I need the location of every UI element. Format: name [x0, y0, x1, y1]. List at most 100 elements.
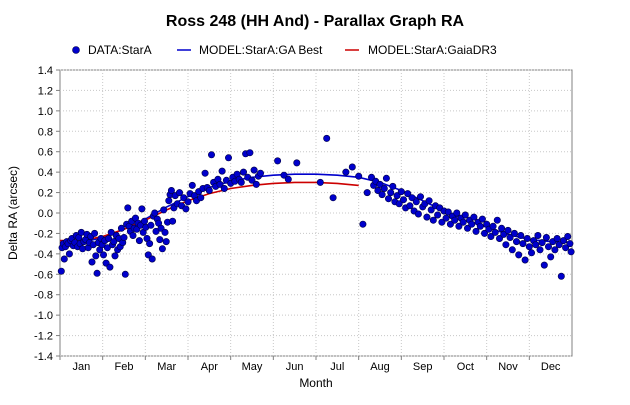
data-point	[240, 168, 248, 176]
data-point	[111, 252, 119, 260]
data-point	[237, 178, 245, 186]
data-point	[564, 233, 572, 241]
data-point	[165, 197, 173, 205]
data-point	[547, 253, 555, 261]
data-point	[208, 151, 216, 159]
data-point	[519, 240, 527, 248]
data-point	[252, 180, 260, 188]
x-axis-ticks: Jan Feb Mar Apr May Jun Jul Aug Sep Oct Nov Dec	[59, 356, 561, 373]
data-point	[148, 255, 156, 263]
legend: DATA:StarA MODEL:StarA:GA Best MODEL:Sta…	[72, 43, 497, 57]
data-point	[152, 227, 160, 235]
data-point	[188, 181, 196, 189]
data-point	[459, 218, 467, 226]
data-point	[182, 205, 190, 213]
data-point	[274, 157, 282, 165]
data-point	[151, 209, 159, 217]
data-point	[316, 178, 324, 186]
data-point	[525, 243, 533, 251]
data-point	[429, 216, 437, 224]
data-point	[498, 224, 506, 232]
x-tick-label: Oct	[457, 361, 474, 373]
data-point	[451, 216, 459, 224]
data-point	[169, 217, 177, 225]
data-point	[284, 175, 292, 183]
data-point	[384, 195, 392, 203]
data-point	[367, 173, 375, 181]
data-point	[107, 228, 115, 236]
data-point	[158, 245, 166, 253]
data-point	[412, 198, 420, 206]
data-point	[129, 232, 137, 240]
data-point	[567, 248, 575, 256]
data-point	[105, 235, 113, 243]
data-point	[293, 159, 301, 167]
data-point	[478, 215, 486, 223]
data-point	[180, 194, 188, 202]
data-point	[147, 221, 155, 229]
data-point	[60, 255, 68, 263]
data-point	[162, 238, 170, 246]
data-point	[225, 154, 233, 162]
y-tick-label: 1.0	[38, 106, 53, 118]
y-tick-label: 0.2	[38, 188, 53, 200]
data-point	[65, 250, 73, 258]
data-point	[110, 238, 118, 246]
data-point	[463, 224, 471, 232]
data-point	[250, 166, 258, 174]
data-point	[355, 172, 363, 180]
data-point	[559, 237, 567, 245]
data-point	[79, 245, 87, 253]
data-point	[542, 234, 550, 242]
data-point	[502, 241, 510, 249]
y-tick-label: -0.8	[34, 290, 53, 302]
data-point	[425, 197, 433, 205]
data-point	[218, 167, 226, 175]
x-tick-label: Jul	[330, 361, 344, 373]
data-point	[523, 235, 531, 243]
data-point	[92, 252, 100, 260]
x-tick-label: Feb	[115, 361, 134, 373]
data-point	[197, 194, 205, 202]
data-point	[468, 220, 476, 228]
x-tick-label: Sep	[413, 361, 433, 373]
data-point	[138, 205, 146, 213]
y-tick-label: -0.6	[34, 269, 53, 281]
data-point	[57, 267, 65, 275]
data-point	[423, 213, 431, 221]
data-point	[446, 220, 454, 228]
y-tick-label: -1.4	[34, 351, 53, 363]
data-point	[280, 171, 288, 179]
data-point	[406, 202, 414, 210]
legend-label-gaiadr3: MODEL:StarA:GaiaDR3	[368, 43, 497, 57]
x-tick-label: Jan	[72, 361, 90, 373]
legend-label-ga-best: MODEL:StarA:GA Best	[199, 43, 323, 57]
data-point	[491, 228, 499, 236]
y-tick-label: 0.8	[38, 126, 53, 138]
data-point	[146, 240, 154, 248]
data-point	[205, 187, 213, 195]
data-point	[184, 198, 192, 206]
data-point	[399, 196, 407, 204]
x-tick-label: Mar	[157, 361, 176, 373]
data-point	[106, 263, 114, 271]
grid-lines	[60, 69, 572, 357]
data-point	[117, 224, 125, 232]
data-point	[389, 182, 397, 190]
data-point	[323, 134, 331, 142]
data-point	[453, 209, 461, 217]
data-point	[489, 222, 497, 230]
data-point	[476, 222, 484, 230]
data-point	[121, 270, 129, 278]
data-point	[378, 191, 386, 199]
data-point	[382, 174, 390, 182]
y-tick-label: 1.2	[38, 85, 53, 97]
data-point	[434, 211, 442, 219]
data-point	[201, 169, 209, 177]
y-axis-ticks: 1.4 1.2 1.0 0.8 0.6 0.4 0.2 0.0 -0.2 -0.4 -0.6 -0.8…	[34, 65, 60, 363]
data-point	[534, 232, 542, 240]
data-point	[161, 228, 169, 236]
data-point	[88, 258, 96, 266]
legend-marker-data	[72, 46, 80, 54]
